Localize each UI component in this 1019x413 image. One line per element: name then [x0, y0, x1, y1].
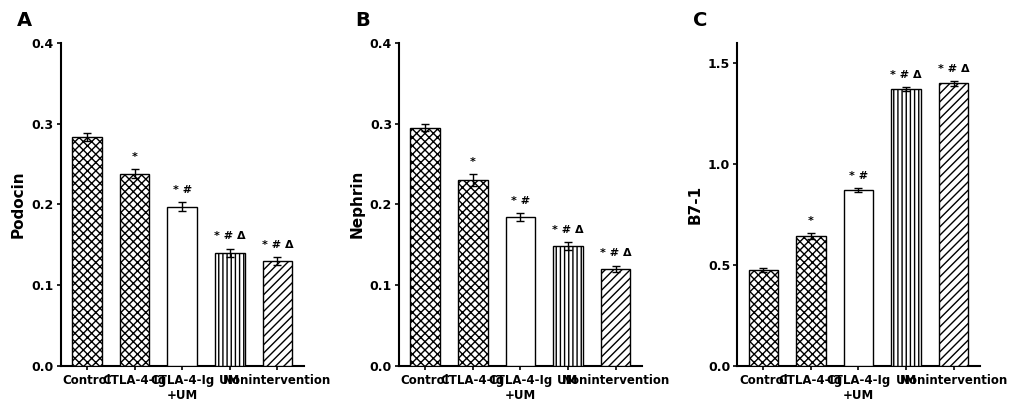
Bar — [262, 261, 291, 366]
Text: * #: * # — [511, 196, 530, 206]
Bar — [938, 83, 967, 366]
Text: * # Δ: * # Δ — [551, 225, 583, 235]
Text: * #: * # — [172, 185, 192, 195]
Bar — [796, 237, 824, 366]
Text: C: C — [693, 11, 707, 30]
Text: B: B — [355, 11, 370, 30]
Text: *: * — [807, 216, 813, 226]
Bar — [600, 269, 630, 366]
Text: * # Δ: * # Δ — [936, 64, 968, 74]
Bar — [72, 137, 102, 366]
Bar — [891, 89, 920, 366]
Y-axis label: Nephrin: Nephrin — [348, 170, 364, 238]
Bar — [410, 128, 439, 366]
Bar — [167, 206, 197, 366]
Bar — [843, 190, 872, 366]
Text: *: * — [131, 152, 138, 161]
Text: * # Δ: * # Δ — [890, 70, 921, 80]
Y-axis label: Podocin: Podocin — [11, 171, 26, 238]
Bar — [505, 217, 535, 366]
Text: A: A — [17, 11, 33, 30]
Bar — [458, 180, 487, 366]
Bar — [748, 271, 777, 366]
Text: * # Δ: * # Δ — [599, 248, 631, 259]
Y-axis label: B7-1: B7-1 — [687, 185, 702, 224]
Bar — [215, 253, 245, 366]
Bar — [120, 173, 149, 366]
Text: * #: * # — [848, 171, 867, 180]
Text: * # Δ: * # Δ — [261, 240, 292, 249]
Text: * # Δ: * # Δ — [214, 231, 246, 242]
Text: *: * — [470, 157, 475, 167]
Bar — [552, 246, 582, 366]
